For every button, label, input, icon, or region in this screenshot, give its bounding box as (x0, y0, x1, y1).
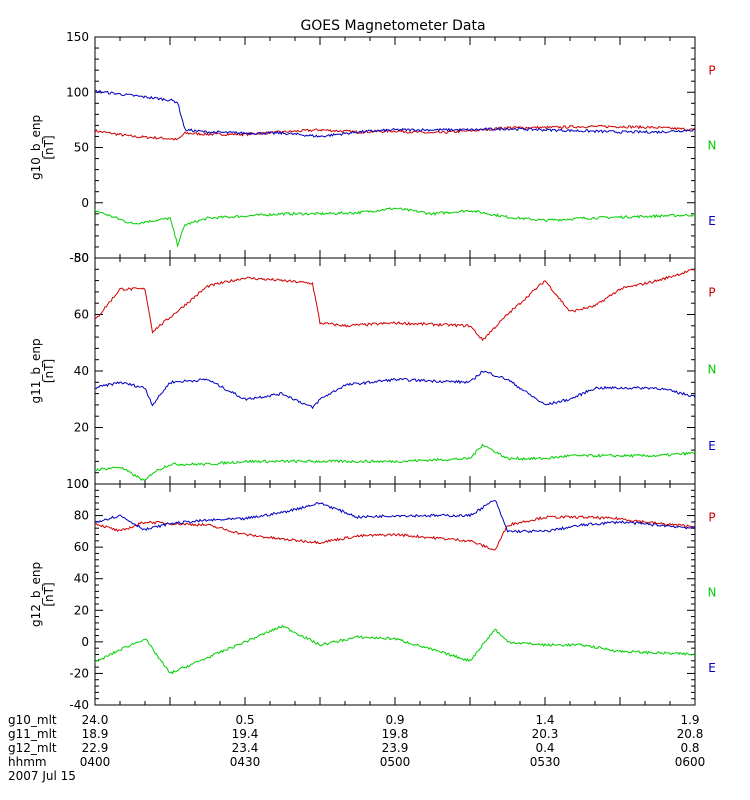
panel-frame (94, 257, 696, 485)
x-row-value: 24.0 (82, 713, 109, 727)
series-E-line (94, 89, 696, 138)
x-row-value: 0400 (80, 755, 111, 769)
y-tick-label: 100 (66, 85, 89, 99)
x-row-value: 0.5 (235, 713, 254, 727)
panel-g11_b_enp: 0 20 40 60 80 g11_b_enp [nT] P N E (29, 251, 716, 491)
panel-g12_b_enp: -40 -20 0 20 40 60 80 100 g12_b_enp [nT] P N E (29, 477, 716, 712)
legend-N: N (708, 586, 717, 600)
legend-E: E (708, 439, 716, 453)
y-tick-label: 60 (74, 540, 89, 554)
x-row-value: 0.8 (680, 741, 699, 755)
x-row-value: 0530 (530, 755, 561, 769)
x-row-label: g11_mlt (8, 727, 57, 741)
y-tick-label: -20 (69, 666, 89, 680)
series-P-line (94, 268, 696, 342)
x-row-value: 0.9 (385, 713, 404, 727)
x-row-value: 0.4 (535, 741, 554, 755)
y-tick-label: -40 (69, 698, 89, 712)
y-axis-units: [nT] (42, 135, 56, 159)
legend-P: P (708, 285, 715, 299)
series-E-line (94, 370, 696, 410)
series-N-line (94, 624, 696, 675)
x-row-value: 19.8 (382, 727, 409, 741)
legend-P: P (708, 511, 715, 525)
y-axis-label: g12_b_enp (29, 562, 43, 627)
y-tick-label: 20 (74, 603, 89, 617)
x-row-value: 0600 (675, 755, 706, 769)
y-tick-label: 20 (74, 421, 89, 435)
y-tick-label: 40 (74, 364, 89, 378)
x-row-value: 23.9 (382, 741, 409, 755)
legend-N: N (708, 139, 717, 153)
y-tick-label: 40 (74, 572, 89, 586)
y-tick-label: 0 (81, 196, 89, 210)
legend-E: E (708, 214, 716, 228)
x-row-value: 23.4 (232, 741, 259, 755)
x-row-value: 1.4 (535, 713, 554, 727)
x-axis-annotations: g10_mlt 24.0 0.5 0.9 1.4 1.9 g11_mlt 18.9 19.4 19… (8, 713, 705, 783)
date-label: 2007 Jul 15 (8, 769, 76, 783)
chart-title: GOES Magnetometer Data (300, 18, 485, 34)
series-N-line (94, 207, 696, 248)
series-P-line (94, 124, 696, 141)
x-row-value: 1.9 (680, 713, 699, 727)
y-axis-units: [nT] (42, 582, 56, 606)
x-row-value: 19.4 (232, 727, 259, 741)
x-row-label: g12_mlt (8, 741, 57, 755)
x-row-label: g10_mlt (8, 713, 57, 727)
y-tick-label: 80 (74, 251, 89, 265)
series-P-line (94, 515, 696, 551)
x-row-label: hhmm (8, 755, 47, 769)
y-axis-label: g10_b_enp (29, 115, 43, 180)
y-axis-units: [nT] (42, 359, 56, 383)
y-tick-label: 0 (81, 635, 89, 649)
legend-N: N (708, 362, 717, 376)
x-row-value: 18.9 (82, 727, 109, 741)
series-N-line (94, 443, 696, 481)
y-axis-label: g11_b_enp (29, 338, 43, 403)
y-tick-label: 80 (74, 509, 89, 523)
x-row-value: 0430 (230, 755, 261, 769)
y-tick-label: 100 (66, 477, 89, 491)
x-row-value: 0500 (380, 755, 411, 769)
x-row-value: 20.8 (677, 727, 704, 741)
legend-P: P (708, 64, 715, 78)
x-row-value: 22.9 (82, 741, 109, 755)
legend-E: E (708, 661, 716, 675)
panel-g10_b_enp: -50 0 50 100 150 g10_b_enp [nT] P N E (29, 30, 716, 265)
y-tick-label: 150 (66, 30, 89, 44)
y-tick-label: -50 (69, 251, 89, 265)
y-tick-label: 60 (74, 308, 89, 322)
y-tick-label: 50 (74, 141, 89, 155)
y-tick-label: 0 (81, 477, 89, 491)
series-E-line (94, 499, 696, 534)
x-row-value: 20.3 (532, 727, 559, 741)
